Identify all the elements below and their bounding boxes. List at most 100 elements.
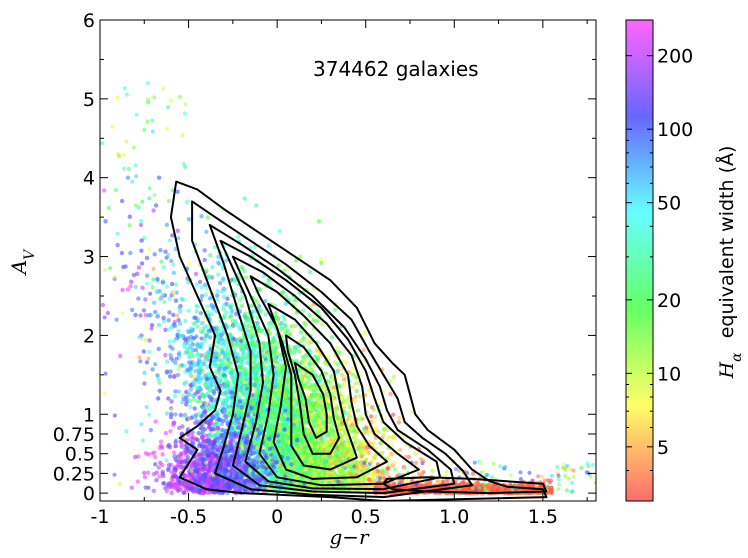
data-point bbox=[119, 198, 125, 204]
data-point bbox=[189, 351, 195, 356]
data-point bbox=[194, 384, 199, 390]
data-point bbox=[171, 312, 176, 318]
data-point bbox=[139, 238, 144, 243]
data-point bbox=[160, 292, 165, 297]
data-point bbox=[199, 342, 204, 347]
data-point bbox=[188, 387, 193, 392]
data-point bbox=[362, 330, 368, 335]
data-point bbox=[138, 219, 144, 224]
data-point bbox=[299, 376, 304, 382]
data-point bbox=[125, 175, 131, 180]
data-point bbox=[236, 324, 241, 330]
data-point bbox=[226, 380, 231, 386]
data-point bbox=[222, 340, 227, 346]
data-point bbox=[143, 313, 149, 318]
data-point bbox=[143, 297, 148, 302]
data-point bbox=[166, 318, 171, 323]
data-point bbox=[320, 322, 325, 327]
data-point bbox=[353, 460, 359, 465]
data-point bbox=[199, 414, 204, 419]
data-point bbox=[163, 352, 168, 358]
data-point bbox=[309, 415, 314, 420]
data-point bbox=[251, 347, 256, 352]
data-point bbox=[168, 369, 173, 374]
data-point bbox=[211, 389, 217, 394]
data-point bbox=[138, 222, 144, 228]
data-point bbox=[163, 249, 168, 254]
data-point bbox=[197, 399, 203, 404]
data-point bbox=[275, 317, 281, 323]
data-point bbox=[100, 302, 106, 308]
data-point bbox=[144, 255, 150, 261]
data-point bbox=[187, 398, 192, 404]
data-point bbox=[199, 284, 204, 290]
data-point bbox=[203, 292, 209, 297]
data-point bbox=[225, 296, 230, 301]
data-point bbox=[169, 281, 175, 287]
data-point bbox=[183, 318, 188, 324]
data-point bbox=[357, 394, 362, 399]
data-point bbox=[238, 365, 243, 370]
data-point bbox=[212, 244, 218, 250]
data-point bbox=[277, 229, 282, 234]
data-point bbox=[144, 360, 150, 365]
data-point bbox=[216, 272, 221, 277]
data-point bbox=[239, 303, 245, 309]
data-point bbox=[384, 436, 390, 442]
data-point bbox=[307, 313, 312, 318]
data-point bbox=[287, 332, 292, 337]
data-point bbox=[171, 270, 177, 275]
data-point bbox=[205, 391, 211, 396]
data-point bbox=[133, 312, 138, 318]
data-point bbox=[297, 349, 302, 354]
data-point bbox=[131, 272, 137, 278]
data-point bbox=[316, 219, 322, 224]
data-point bbox=[167, 374, 173, 379]
data-point bbox=[350, 385, 355, 390]
data-point bbox=[155, 276, 160, 282]
data-point bbox=[323, 479, 328, 484]
data-point bbox=[291, 324, 296, 329]
data-point bbox=[138, 313, 143, 318]
data-point bbox=[257, 286, 262, 292]
data-point bbox=[266, 243, 271, 249]
data-point bbox=[189, 338, 194, 343]
data-point bbox=[194, 308, 199, 314]
data-point bbox=[140, 285, 145, 290]
data-point bbox=[205, 215, 211, 220]
data-point bbox=[173, 246, 178, 252]
data-point bbox=[279, 367, 284, 372]
data-point bbox=[224, 258, 229, 263]
data-point bbox=[318, 378, 323, 383]
data-point bbox=[419, 457, 424, 462]
data-point bbox=[199, 353, 204, 358]
data-point bbox=[357, 414, 363, 419]
data-point bbox=[242, 311, 248, 316]
data-point bbox=[224, 344, 229, 350]
data-point bbox=[419, 472, 425, 477]
data-point bbox=[294, 401, 299, 407]
data-point bbox=[158, 248, 163, 253]
data-point bbox=[322, 416, 327, 422]
data-point bbox=[156, 396, 161, 401]
data-point bbox=[352, 381, 358, 386]
data-point bbox=[167, 339, 172, 344]
data-point bbox=[373, 414, 378, 419]
data-point bbox=[371, 420, 376, 425]
data-point bbox=[346, 400, 352, 406]
data-point bbox=[168, 344, 173, 349]
data-point bbox=[204, 333, 209, 338]
data-point bbox=[242, 349, 247, 355]
data-point bbox=[136, 265, 142, 270]
data-point bbox=[139, 261, 145, 266]
data-point bbox=[354, 388, 359, 394]
data-point bbox=[170, 233, 175, 238]
data-point bbox=[191, 397, 196, 402]
data-point bbox=[175, 372, 181, 378]
data-point bbox=[147, 338, 152, 343]
data-point bbox=[194, 282, 200, 287]
data-point bbox=[329, 334, 335, 340]
data-point bbox=[347, 410, 352, 415]
data-point bbox=[203, 383, 209, 389]
data-point bbox=[264, 373, 270, 379]
